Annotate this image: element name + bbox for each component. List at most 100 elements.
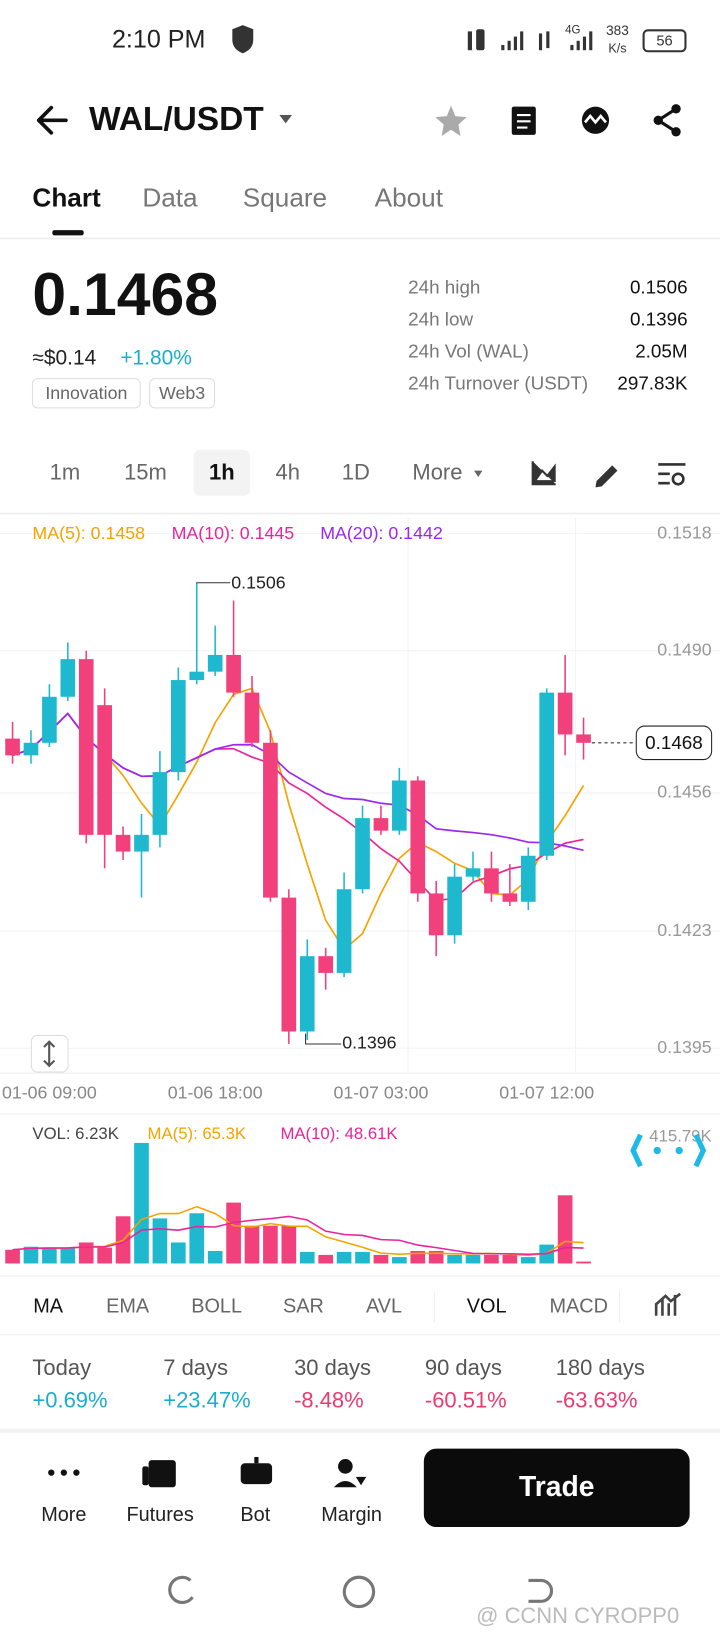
net-speed: 383: [606, 23, 629, 38]
y-tick-label: 0.1423: [657, 920, 711, 940]
volume-label: VOL: 6.23K: [32, 1124, 118, 1143]
home-button[interactable]: [342, 1575, 376, 1609]
volume-bar: [428, 1250, 444, 1264]
volume-bar: [336, 1251, 352, 1264]
volume-bar: [60, 1247, 76, 1264]
low-label: 0.1396: [342, 1033, 396, 1053]
volume-bar: [97, 1247, 112, 1264]
candle-body: [226, 654, 241, 693]
indicator-tab[interactable]: MA: [33, 1296, 64, 1318]
share-icon[interactable]: [653, 104, 681, 137]
stat-label: 24h low: [408, 309, 473, 330]
interval[interactable]: 4h: [276, 460, 300, 485]
indicator-tab[interactable]: BOLL: [191, 1296, 242, 1318]
battery-level: 56: [656, 34, 672, 50]
x-tick-label: 01-06 09:00: [2, 1083, 97, 1103]
tag: Innovation: [45, 383, 127, 403]
volume-bar: [23, 1246, 39, 1264]
usd-price: ≈$0.14: [32, 346, 96, 369]
tab[interactable]: Chart: [32, 183, 101, 213]
back-button[interactable]: [36, 105, 68, 135]
volume-ma-label: MA(10): 48.61K: [280, 1124, 397, 1143]
volume-bar: [318, 1254, 333, 1264]
perf-label: 180 days: [556, 1355, 645, 1380]
volume-bar: [207, 1250, 223, 1264]
battery-icon: [642, 29, 687, 53]
last-price: 0.1468: [32, 260, 218, 328]
y-tick-label: 0.1395: [657, 1037, 711, 1057]
perf-value: +0.69%: [32, 1387, 107, 1412]
perf-value: +23.47%: [163, 1387, 250, 1412]
volume-bar: [171, 1242, 186, 1264]
volume-bar: [263, 1225, 278, 1264]
candle-body: [281, 897, 297, 1032]
nav-label[interactable]: Margin: [321, 1504, 382, 1526]
divider: [0, 1428, 720, 1433]
volume-bar: [484, 1254, 499, 1264]
more-caret[interactable]: [474, 470, 483, 477]
stat-label: 24h Turnover (USDT): [408, 372, 588, 393]
perf-label: 7 days: [163, 1355, 228, 1380]
nav-label[interactable]: Futures: [126, 1504, 193, 1526]
trade-button[interactable]: [423, 1448, 690, 1528]
pair-caret[interactable]: [279, 115, 292, 124]
x-tick-label: 01-07 12:00: [499, 1083, 594, 1103]
volume-bar: [281, 1225, 297, 1264]
volume-bar: [520, 1257, 536, 1264]
volume-bar: [392, 1257, 407, 1264]
candle-body: [207, 654, 223, 672]
volume-bar: [299, 1251, 315, 1264]
indicator-tab[interactable]: AVL: [366, 1296, 402, 1318]
settings-icon[interactable]: [658, 463, 686, 486]
nav-label[interactable]: More: [41, 1504, 86, 1526]
trade-label[interactable]: Trade: [519, 1470, 594, 1502]
candle-body: [336, 889, 352, 973]
indicator-tab[interactable]: MACD: [549, 1296, 608, 1318]
interval[interactable]: 1D: [342, 460, 370, 485]
candle-body: [299, 956, 315, 1032]
recents-button[interactable]: [168, 1575, 194, 1605]
volume-bar: [502, 1254, 518, 1264]
candle-body: [392, 780, 407, 831]
nav-icons[interactable]: [48, 1456, 367, 1488]
volume-bar: [465, 1254, 481, 1264]
draw-icon[interactable]: [595, 465, 618, 488]
indicator-tab[interactable]: VOL: [467, 1296, 507, 1318]
candle-body: [23, 742, 39, 756]
interval[interactable]: 1h: [209, 460, 235, 485]
interval[interactable]: 1m: [50, 460, 81, 485]
candle-body: [5, 738, 20, 756]
network-type: 4G: [565, 24, 580, 36]
perf-label: Today: [32, 1355, 91, 1380]
back-nav-button[interactable]: [528, 1578, 554, 1603]
interval[interactable]: More: [412, 460, 462, 485]
volume-bar: [244, 1225, 260, 1264]
volume-bar: [134, 1142, 149, 1264]
notes-icon[interactable]: [511, 106, 536, 135]
scale-icon[interactable]: [43, 1040, 56, 1068]
candle-body: [97, 705, 112, 835]
indicator-settings-icon[interactable]: [654, 1292, 682, 1316]
last-price-label: 0.1468: [645, 732, 703, 753]
pair-title[interactable]: WAL/USDT: [89, 101, 264, 138]
ma-label: MA(20): 0.1442: [320, 523, 442, 543]
candle-body: [355, 818, 370, 890]
nav-label[interactable]: Bot: [240, 1504, 270, 1526]
tab[interactable]: About: [375, 183, 444, 213]
indicator-tab[interactable]: EMA: [106, 1296, 150, 1318]
expand-icon[interactable]: [630, 1133, 707, 1168]
shield-icon: [232, 25, 254, 54]
perf-value: -8.48%: [294, 1387, 364, 1412]
volume-bar: [152, 1218, 168, 1264]
community-icon[interactable]: [581, 106, 610, 134]
candle-body: [484, 868, 499, 894]
tab[interactable]: Data: [142, 183, 198, 213]
chart-type-icon[interactable]: [531, 461, 556, 486]
indicator-tab[interactable]: SAR: [283, 1296, 324, 1318]
volume-ma-label: MA(5): 65.3K: [148, 1124, 247, 1143]
ma-label: MA(10): 0.1445: [172, 523, 295, 543]
favorite-icon[interactable]: [435, 105, 467, 136]
interval[interactable]: 15m: [124, 460, 167, 485]
tab[interactable]: Square: [243, 183, 327, 213]
